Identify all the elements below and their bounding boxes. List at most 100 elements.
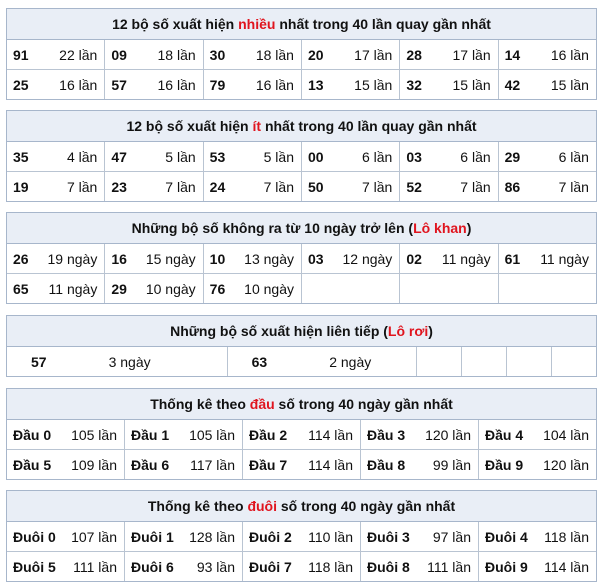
number: 28 [406, 46, 422, 63]
count: 104 lần [543, 426, 589, 443]
number: Đầu 3 [367, 426, 406, 443]
table-cell: Đầu 0 105 lần [7, 420, 124, 449]
number: 52 [406, 178, 422, 195]
table-cell: 79 16 lần [202, 70, 301, 99]
count: 109 lần [71, 456, 117, 473]
count: 18 lần [255, 46, 294, 63]
number: Đuôi 1 [131, 528, 174, 545]
table-cell: 63 2 ngày [226, 347, 417, 376]
table-cell: 57 16 lần [104, 70, 202, 99]
count: 4 lần [66, 148, 98, 165]
count: 7 lần [263, 178, 294, 195]
count: 111 lần [427, 558, 471, 575]
table-cell: 30 18 lần [202, 40, 301, 69]
count: 17 lần [452, 46, 491, 63]
number: Đuôi 4 [485, 528, 528, 545]
count: 11 ngày [441, 250, 491, 267]
table-cell: Đầu 4 104 lần [478, 420, 596, 449]
table-row: Đuôi 0 107 lần Đuôi 1 128 lần Đuôi 2 110 lần Đ… [7, 522, 596, 551]
table-cell: 20 17 lần [300, 40, 399, 69]
number: Đuôi 9 [485, 558, 528, 575]
count: 10 ngày [145, 280, 196, 297]
number: Đuôi 6 [131, 558, 174, 575]
table-cell: Đuôi 8 111 lần [360, 552, 478, 581]
table-cell: 32 15 lần [399, 70, 497, 99]
table-cell: 35 4 lần [7, 142, 104, 171]
table-cell: 28 17 lần [399, 40, 497, 69]
table-row: Đầu 0 105 lần Đầu 1 105 lần Đầu 2 114 lần Đầu … [7, 420, 596, 449]
table-cell [551, 347, 596, 376]
count: 22 lần [59, 46, 98, 63]
table-cell: 19 7 lần [7, 172, 104, 201]
number: Đầu 2 [249, 426, 288, 443]
table-cell: 61 11 ngày [497, 244, 596, 273]
count: 118 lần [308, 558, 353, 575]
count: 15 lần [550, 76, 589, 93]
table-cell [497, 274, 596, 303]
table-cell: Đầu 6 117 lần [124, 450, 242, 479]
table-header: Thống kê theo đuôi số trong 40 ngày gần … [7, 491, 596, 522]
count: 12 ngày [342, 250, 393, 267]
number: 25 [13, 76, 29, 93]
number: Đầu 1 [131, 426, 170, 443]
table-cell: Đuôi 3 97 lần [360, 522, 478, 551]
number: 32 [406, 76, 422, 93]
table-cell: 02 11 ngày [399, 244, 497, 273]
count: 5 lần [263, 148, 294, 165]
count: 11 ngày [540, 250, 589, 267]
table-cell: 25 16 lần [7, 70, 104, 99]
count: 13 ngày [244, 250, 294, 267]
stats-table: Những bộ số xuất hiện liên tiếp (Lô rơi)… [6, 315, 597, 377]
title-text: Những bộ số xuất hiện liên tiếp ( [170, 323, 388, 339]
table-header: 12 bộ số xuất hiện ít nhất trong 40 lần … [7, 111, 596, 142]
number: 50 [307, 178, 324, 195]
table-cell [506, 347, 551, 376]
count: 111 lần [73, 558, 117, 575]
number: 02 [406, 250, 422, 267]
number: 20 [307, 46, 324, 63]
number: 86 [504, 178, 521, 195]
table-cell: Đuôi 9 114 lần [478, 552, 596, 581]
number: Đuôi 8 [367, 558, 410, 575]
number: Đầu 8 [367, 456, 406, 473]
title-highlight: đầu [249, 396, 275, 412]
stats-table: Thống kê theo đầu số trong 40 ngày gần n… [6, 388, 597, 480]
table-cell [461, 347, 506, 376]
table-header: Những bộ số xuất hiện liên tiếp (Lô rơi) [7, 316, 596, 347]
table-header: Thống kê theo đầu số trong 40 ngày gần n… [7, 389, 596, 420]
number: 47 [111, 148, 127, 165]
table-cell: 10 13 ngày [202, 244, 301, 273]
table-cell: 65 11 ngày [7, 274, 104, 303]
number: 14 [504, 46, 521, 63]
title-highlight: Lô rơi [387, 323, 429, 339]
count: 10 ngày [244, 280, 294, 297]
number: 57 [31, 353, 47, 370]
table-cell: 86 7 lần [497, 172, 596, 201]
table-row: 57 3 ngày 63 2 ngày [7, 347, 596, 376]
count: 18 lần [157, 46, 196, 63]
number: 35 [13, 148, 29, 165]
count: 19 ngày [47, 250, 98, 267]
table-cell: Đầu 8 99 lần [360, 450, 478, 479]
table-cell: 91 22 lần [7, 40, 104, 69]
table-cell: 29 6 lần [497, 142, 596, 171]
count: 99 lần [432, 456, 471, 473]
number: 16 [111, 250, 127, 267]
table-header: 12 bộ số xuất hiện nhiều nhất trong 40 l… [7, 9, 596, 40]
table-row: Đuôi 5 111 lần Đuôi 6 93 lần Đuôi 7 118 lần Đu… [7, 551, 596, 581]
title-text: Những bộ số không ra từ 10 ngày trở lên … [131, 220, 414, 236]
number: 57 [111, 76, 127, 93]
table-row: 65 11 ngày 29 10 ngày 76 10 ngày [7, 273, 596, 303]
title-highlight: đuôi [247, 498, 277, 514]
number: 26 [13, 250, 29, 267]
count: 114 lần [544, 558, 589, 575]
count: 6 lần [361, 148, 393, 165]
stats-table: Những bộ số không ra từ 10 ngày trở lên … [6, 212, 597, 304]
table-cell: Đầu 1 105 lần [124, 420, 242, 449]
number: 24 [209, 178, 226, 195]
count: 15 lần [452, 76, 491, 93]
title-text: số trong 40 ngày gần nhất [274, 396, 453, 412]
table-cell: 03 6 lần [399, 142, 497, 171]
stats-table: Thống kê theo đuôi số trong 40 ngày gần … [6, 490, 597, 582]
table-cell: 47 5 lần [104, 142, 202, 171]
